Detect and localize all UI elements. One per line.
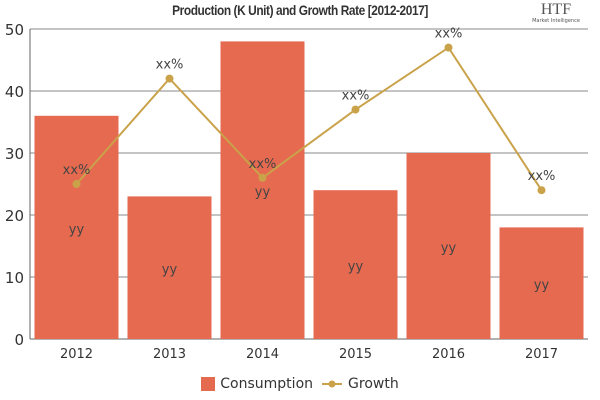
growth-data-label: xx% bbox=[249, 157, 277, 172]
growth-point-2013 bbox=[165, 74, 174, 83]
bar-2013 bbox=[127, 196, 212, 339]
y-tick-label: 20 bbox=[5, 207, 24, 225]
legend-growth[interactable]: Growth bbox=[321, 376, 399, 392]
bar-data-label: yy bbox=[534, 278, 550, 293]
bar-2017 bbox=[499, 227, 584, 339]
y-tick-label: 30 bbox=[5, 145, 24, 163]
growth-point-2016 bbox=[444, 43, 453, 52]
x-tick-label: 2016 bbox=[432, 347, 465, 362]
growth-data-label: xx% bbox=[528, 169, 556, 184]
x-tick-label: 2015 bbox=[339, 347, 372, 362]
legend-label: Consumption bbox=[220, 376, 314, 392]
legend-consumption[interactable]: Consumption bbox=[201, 376, 313, 392]
bar-data-label: yy bbox=[255, 185, 271, 200]
y-tick-label: 50 bbox=[5, 21, 24, 39]
growth-point-2015 bbox=[351, 105, 360, 114]
x-tick-label: 2012 bbox=[60, 347, 93, 362]
x-tick-label: 2013 bbox=[153, 347, 186, 362]
chart-title: Production (K Unit) and Growth Rate [201… bbox=[172, 2, 428, 18]
bar-data-label: yy bbox=[441, 241, 457, 256]
growth-data-label: xx% bbox=[435, 27, 463, 42]
bar-2014 bbox=[220, 41, 305, 340]
legend-label: Growth bbox=[348, 376, 399, 392]
growth-point-2017 bbox=[537, 186, 546, 195]
growth-line bbox=[75, 46, 543, 191]
y-tick-label: 40 bbox=[5, 83, 24, 101]
bar-data-label: yy bbox=[69, 222, 85, 237]
growth-point-2012 bbox=[72, 180, 81, 188]
growth-data-label: xx% bbox=[342, 89, 370, 104]
y-tick-label: 0 bbox=[14, 331, 24, 349]
x-tick-label: 2014 bbox=[246, 347, 279, 362]
growth-point-2014 bbox=[258, 173, 267, 182]
consumption-swatch bbox=[201, 377, 216, 391]
x-tick-label: 2017 bbox=[525, 347, 558, 362]
y-tick-label: 10 bbox=[5, 269, 24, 287]
bar-2015 bbox=[313, 190, 398, 339]
growth-swatch bbox=[322, 380, 343, 388]
bar-data-label: yy bbox=[348, 260, 364, 275]
growth-data-label: xx% bbox=[156, 58, 184, 73]
htf-logo: HTF Market Intelligence bbox=[532, 1, 580, 25]
bar-2016 bbox=[406, 153, 491, 339]
bar-data-label: yy bbox=[162, 263, 178, 278]
growth-data-label: xx% bbox=[63, 163, 91, 178]
legend: Consumption Growth bbox=[0, 376, 600, 392]
